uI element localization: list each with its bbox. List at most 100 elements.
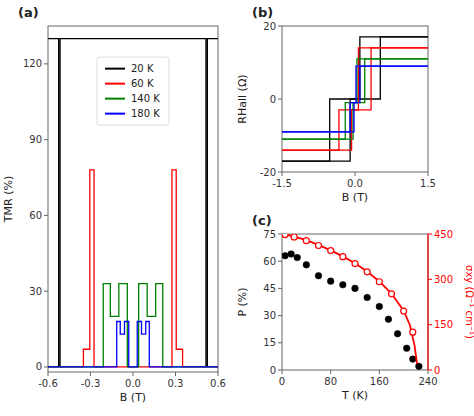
chart: -0.6-0.30.00.30.60306090120B (T)TMR (%)(… <box>0 0 474 416</box>
x-tick <box>379 370 380 374</box>
y-axis-label: TMR (%) <box>2 176 15 223</box>
y-tick <box>44 63 48 64</box>
series-line <box>48 284 218 367</box>
y-tick <box>278 342 282 343</box>
scatter-point <box>282 252 288 259</box>
scatter-point <box>352 285 359 292</box>
x-tick-label: -0.6 <box>38 378 58 389</box>
scatter-point <box>416 363 423 370</box>
y-tick <box>278 261 282 262</box>
x-tick-label: 160 <box>370 376 389 387</box>
y-tick-label: 0 <box>270 94 276 105</box>
x-tick <box>355 172 356 176</box>
scatter-point <box>288 251 295 258</box>
x-tick-label: 1.5 <box>420 178 436 189</box>
scatter-point <box>303 262 310 269</box>
y2-tick-label: 0 <box>434 365 440 376</box>
y2-axis-line <box>427 234 428 370</box>
legend-swatch <box>105 83 125 85</box>
panel-title: (b) <box>252 5 273 20</box>
y-tick-label: 0 <box>270 365 276 376</box>
y-tick <box>278 370 282 371</box>
x-tick-label: 0.3 <box>168 378 184 389</box>
x-tick-label: 0 <box>279 376 285 387</box>
x-tick-label: 0.0 <box>347 178 363 189</box>
x-tick-label: 0.0 <box>125 378 141 389</box>
x-axis-label: T (K) <box>341 389 368 402</box>
scatter-point <box>340 254 346 260</box>
scatter-point <box>364 269 370 275</box>
series-line <box>282 59 428 139</box>
y-tick-label: 30 <box>263 310 276 321</box>
x-tick <box>133 372 134 376</box>
scatter-point <box>303 238 309 244</box>
scatter-point <box>409 356 416 363</box>
panel-title: (c) <box>252 213 272 228</box>
scatter-point <box>352 261 358 267</box>
plot-area <box>282 37 428 161</box>
scatter-point <box>376 279 382 285</box>
y-tick-label: -20 <box>260 167 276 178</box>
y2-tick-label: 150 <box>434 319 453 330</box>
x-tick <box>48 372 49 376</box>
panel: -1.50.01.5-20020B (T)RHall (Ω)(b) <box>236 5 436 204</box>
legend-label: 180 K <box>131 108 160 119</box>
plot-area <box>48 39 218 367</box>
y-tick <box>278 99 282 100</box>
y2-tick-label: 300 <box>434 274 453 285</box>
legend-swatch <box>105 98 125 100</box>
y2-axis-label: σxy (Ω⁻¹ cm⁻¹) <box>464 265 474 339</box>
x-tick <box>90 372 91 376</box>
x-tick <box>175 372 176 376</box>
y-tick-label: 90 <box>29 134 42 145</box>
y-tick <box>44 291 48 292</box>
plot-frame <box>282 26 428 172</box>
x-tick <box>218 372 219 376</box>
scatter-point <box>376 303 383 310</box>
series-line <box>282 37 428 161</box>
scatter-point <box>328 248 334 254</box>
y-tick <box>278 172 282 173</box>
series-line <box>282 37 428 161</box>
scatter-point <box>385 316 392 323</box>
legend-swatch <box>105 113 125 115</box>
y-tick <box>44 139 48 140</box>
plot-area <box>282 234 422 370</box>
scatter-point <box>410 329 416 335</box>
y-tick <box>44 366 48 367</box>
y-tick-label: 0 <box>36 361 42 372</box>
legend-label: 20 K <box>131 63 154 74</box>
scatter-point <box>291 234 297 240</box>
legend-label: 140 K <box>131 93 160 104</box>
y-tick <box>278 315 282 316</box>
y-tick-label: 120 <box>23 58 42 69</box>
series-line <box>282 234 417 364</box>
y-tick <box>278 234 282 235</box>
y-axis-label: RHall (Ω) <box>236 74 249 123</box>
series-line <box>282 66 428 132</box>
scatter-point <box>389 291 395 297</box>
legend-label: 60 K <box>131 78 154 89</box>
scatter-point <box>340 281 347 288</box>
y-tick-label: 30 <box>29 286 42 297</box>
scatter-point <box>403 345 410 352</box>
series-line <box>48 39 218 366</box>
scatter-point <box>316 242 322 248</box>
x-tick <box>428 370 429 374</box>
y-tick-label: 60 <box>263 256 276 267</box>
x-tick <box>282 172 283 176</box>
x-tick <box>282 370 283 374</box>
x-tick-label: 240 <box>418 376 437 387</box>
y2-tick <box>428 370 432 371</box>
y2-tick <box>428 279 432 280</box>
y-tick <box>278 26 282 27</box>
y-tick-label: 15 <box>263 337 276 348</box>
plot-frame <box>48 26 218 372</box>
series-line <box>48 170 218 367</box>
x-axis-label: B (T) <box>342 191 368 204</box>
panel-title: (a) <box>18 5 39 20</box>
scatter-point <box>364 294 371 301</box>
y-tick <box>278 288 282 289</box>
y-tick <box>44 215 48 216</box>
series-line <box>282 66 428 132</box>
